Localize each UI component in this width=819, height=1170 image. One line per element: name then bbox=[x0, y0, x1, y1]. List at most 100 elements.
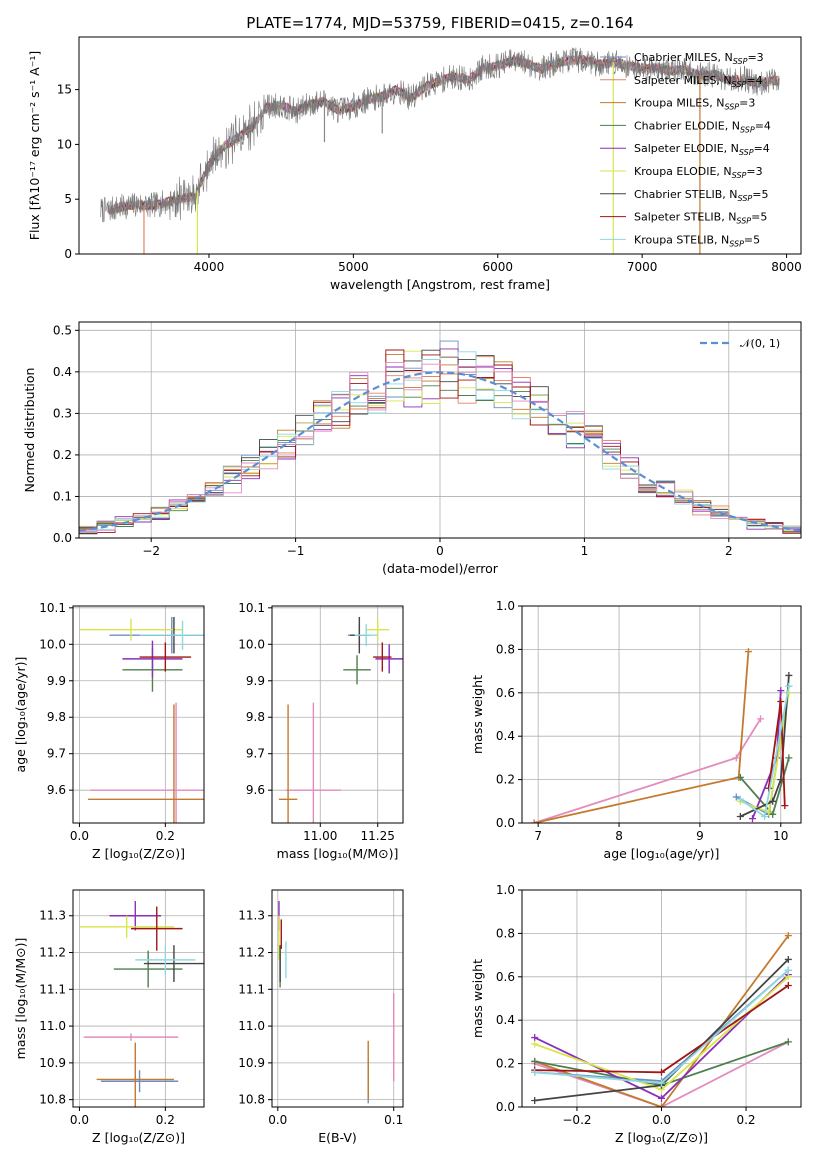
series-marker bbox=[784, 973, 792, 981]
mass_vs_Z-frame bbox=[72, 889, 205, 1108]
residuals-legend: 𝒩(0, 1) bbox=[700, 337, 780, 350]
x-tick-label: 8 bbox=[615, 829, 623, 843]
x-tick-label: 0.2 bbox=[736, 1113, 755, 1127]
series-marker bbox=[531, 1068, 539, 1076]
y-tick-label: 0.4 bbox=[496, 729, 515, 743]
y-tick-label: 0.8 bbox=[496, 642, 515, 656]
y-tick-label: 9.9 bbox=[47, 674, 66, 688]
series-line bbox=[739, 675, 790, 818]
figure-title: PLATE=1774, MJD=53759, FIBERID=0415, z=0… bbox=[246, 14, 633, 32]
x-tick-label: 0 bbox=[436, 544, 444, 558]
x-tick-label: −1 bbox=[287, 544, 305, 558]
x-tick-label: 0.2 bbox=[156, 829, 175, 843]
x-tick-label: 0.1 bbox=[384, 1113, 403, 1127]
series-line bbox=[533, 651, 750, 823]
series-line bbox=[533, 718, 762, 823]
y-axis-label: mass weight bbox=[470, 959, 485, 1038]
residuals-frame bbox=[78, 321, 802, 539]
series-marker bbox=[785, 671, 793, 679]
spectrum-legend: Chabrier MILES, NSSP=3 Salpeter MILES, NS… bbox=[600, 51, 771, 248]
legend-entry: Chabrier ELODIE, NSSP=4 bbox=[634, 119, 771, 134]
x-tick-label: 1 bbox=[581, 544, 589, 558]
y-tick-label: 0.2 bbox=[496, 773, 515, 787]
series-marker bbox=[732, 793, 740, 801]
y-tick-label: 0.5 bbox=[53, 323, 72, 337]
gaussian-curve bbox=[79, 371, 801, 532]
y-tick-label: 11.0 bbox=[39, 1019, 66, 1033]
series-marker bbox=[781, 802, 789, 810]
x-tick-label: −0.2 bbox=[562, 1113, 591, 1127]
y-tick-label: 9.7 bbox=[47, 747, 66, 761]
x-tick-label: 0.0 bbox=[70, 829, 89, 843]
x-axis-label: Z [log₁₀(Z/Z⊙)] bbox=[615, 1130, 708, 1145]
mass_vs_Z-axes: 0.0 0.2 10.8 10.9 11.0 11.1 11.2 11.3 Z [log₁₀(Z… bbox=[13, 890, 204, 1145]
histogram-lines bbox=[79, 340, 801, 535]
massweight_vs_Z-frame bbox=[521, 889, 802, 1108]
x-tick-label: 7000 bbox=[627, 260, 658, 274]
mass_vs_ebv-frame bbox=[271, 889, 404, 1108]
series-marker bbox=[777, 697, 785, 705]
y-tick-label: 9.6 bbox=[47, 783, 66, 797]
age_vs_mass-frame bbox=[271, 605, 404, 824]
massweight_vs_Z-axes: −0.2 0.0 0.2 0.0 0.2 0.4 0.6 0.8 1.0 Z [log₁₀(Z/Z… bbox=[470, 883, 801, 1145]
x-tick-label: −2 bbox=[142, 544, 160, 558]
mass_vs_ebv-axes: 0.0 0.1 10.8 10.9 11.0 11.1 11.2 11.3 E(B-V) bbox=[238, 890, 403, 1145]
age_vs_Z-frame bbox=[72, 605, 205, 824]
legend-entry: Kroupa ELODIE, NSSP=3 bbox=[634, 165, 763, 180]
y-tick-label: 10.9 bbox=[39, 1056, 66, 1070]
y-tick-label: 1.0 bbox=[496, 883, 515, 897]
x-axis-label: wavelength [Angstrom, rest frame] bbox=[330, 277, 550, 292]
legend-entry: Chabrier MILES, NSSP=3 bbox=[634, 51, 764, 66]
x-tick-label: 11.00 bbox=[303, 829, 337, 843]
y-tick-label: 9.8 bbox=[246, 710, 265, 724]
legend-entry: Chabrier STELIB, NSSP=5 bbox=[634, 188, 768, 203]
series-marker bbox=[784, 1038, 792, 1046]
series-marker bbox=[784, 981, 792, 989]
y-tick-label: 10 bbox=[57, 137, 72, 151]
y-tick-label: 10.8 bbox=[238, 1093, 265, 1107]
x-tick-label: 11.25 bbox=[361, 829, 395, 843]
x-axis-label: E(B-V) bbox=[318, 1130, 357, 1145]
y-tick-label: 9.9 bbox=[246, 674, 265, 688]
y-axis-label: mass [log₁₀(M/M⊙)] bbox=[13, 938, 28, 1060]
x-tick-label: 6000 bbox=[482, 260, 513, 274]
x-tick-label: 7 bbox=[534, 829, 542, 843]
massweight_vs_age-frame bbox=[521, 605, 802, 824]
series-marker bbox=[658, 1103, 665, 1107]
massweight_vs_age-series bbox=[530, 648, 793, 823]
y-tick-label: 0.4 bbox=[53, 365, 72, 379]
series-marker bbox=[531, 1057, 539, 1065]
x-axis-label: age [log₁₀(age/yr)] bbox=[604, 846, 720, 861]
y-tick-label: 0.8 bbox=[496, 926, 515, 940]
legend-entry: Salpeter ELODIE, NSSP=4 bbox=[634, 142, 770, 157]
x-axis-label: Z [log₁₀(Z/Z⊙)] bbox=[92, 846, 185, 861]
series-marker bbox=[785, 682, 793, 690]
massweight_vs_Z-series bbox=[531, 932, 792, 1107]
y-tick-label: 10.9 bbox=[238, 1056, 265, 1070]
age_vs_Z-points bbox=[79, 616, 204, 823]
y-axis-label: Flux [fλ10⁻¹⁷ erg cm⁻² s⁻¹ A⁻¹] bbox=[27, 51, 42, 240]
y-tick-label: 0 bbox=[64, 247, 72, 261]
legend-entry: Kroupa MILES, NSSP=3 bbox=[634, 97, 755, 112]
series-marker bbox=[761, 812, 769, 820]
y-tick-label: 9.6 bbox=[246, 783, 265, 797]
x-tick-label: 2 bbox=[725, 544, 733, 558]
x-tick-label: 8000 bbox=[771, 260, 802, 274]
legend-entry: Salpeter STELIB, NSSP=5 bbox=[634, 211, 767, 226]
y-tick-label: 9.7 bbox=[246, 747, 265, 761]
y-tick-label: 11.2 bbox=[238, 946, 265, 960]
series-marker bbox=[736, 795, 744, 803]
y-tick-label: 10.0 bbox=[39, 637, 66, 651]
spectrum-frame bbox=[78, 36, 802, 255]
legend-entry: Kroupa STELIB, NSSP=5 bbox=[634, 233, 760, 248]
data-spectrum-line bbox=[100, 47, 780, 223]
x-tick-label: 0.0 bbox=[70, 1113, 89, 1127]
x-tick-label: 10 bbox=[773, 829, 788, 843]
y-tick-label: 11.1 bbox=[39, 982, 66, 996]
legend-entry: Salpeter MILES, NSSP=4 bbox=[634, 74, 763, 89]
x-tick-label: 5000 bbox=[338, 260, 369, 274]
series-marker bbox=[531, 1034, 539, 1042]
y-tick-label: 0.3 bbox=[53, 406, 72, 420]
